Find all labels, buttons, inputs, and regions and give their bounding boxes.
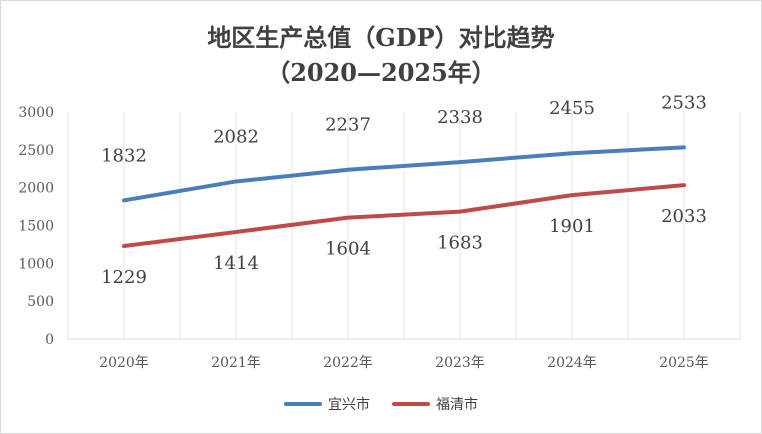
legend-label: 宜兴市	[328, 397, 370, 413]
data-label: 2082	[213, 126, 259, 147]
x-tick-label: 2021年	[211, 355, 261, 371]
y-tick-label: 3000	[18, 105, 54, 121]
data-label: 1901	[549, 216, 595, 237]
legend: 宜兴市 福清市	[0, 394, 762, 414]
y-tick-label: 0	[45, 332, 54, 348]
chart-subtitle: （2020—2025年）	[266, 58, 496, 87]
x-tick-label: 2025年	[659, 355, 709, 371]
data-label: 2033	[661, 206, 707, 227]
data-label: 1229	[101, 267, 147, 288]
y-tick-label: 2000	[18, 181, 54, 197]
legend-label: 福清市	[436, 397, 478, 413]
chart-title: 地区生产总值（GDP）对比趋势	[207, 23, 555, 52]
y-tick-label: 1000	[18, 256, 54, 272]
legend-item: 宜兴市	[284, 394, 370, 414]
data-label: 2237	[325, 115, 371, 136]
data-label: 1683	[437, 233, 483, 254]
data-label: 2455	[549, 98, 595, 119]
data-label: 1414	[213, 253, 259, 274]
series-line-福清市	[122, 183, 686, 249]
data-label: 1604	[325, 239, 371, 260]
data-label: 1832	[101, 145, 147, 166]
y-tick-label: 2500	[18, 143, 54, 159]
legend-swatch	[392, 402, 430, 406]
y-tick-label: 1500	[18, 219, 54, 235]
x-tick-label: 2020年	[99, 355, 149, 371]
y-tick-label: 500	[27, 294, 54, 310]
series-line-宜兴市	[122, 145, 686, 203]
data-label: 2533	[661, 92, 707, 113]
x-tick-label: 2024年	[547, 355, 597, 371]
x-tick-label: 2023年	[435, 355, 485, 371]
x-tick-label: 2022年	[323, 355, 373, 371]
legend-swatch	[284, 402, 322, 406]
data-label: 2338	[437, 107, 483, 128]
legend-item: 福清市	[392, 394, 478, 414]
